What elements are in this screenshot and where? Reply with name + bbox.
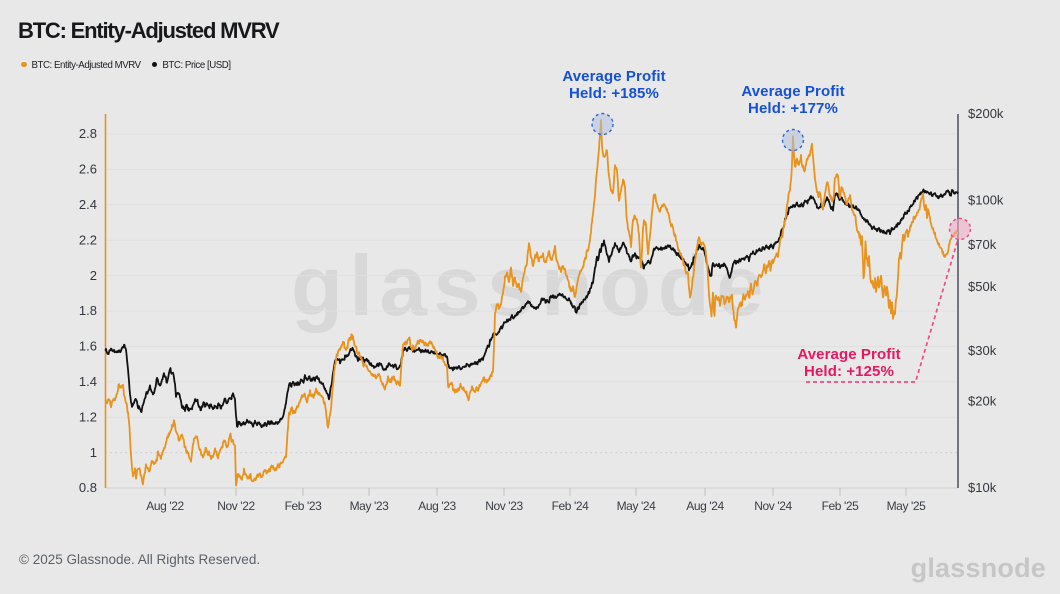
svg-text:1.4: 1.4 <box>79 374 97 389</box>
svg-text:2.8: 2.8 <box>79 126 97 141</box>
svg-text:Feb '24: Feb '24 <box>552 499 590 513</box>
svg-text:May '25: May '25 <box>887 499 927 513</box>
svg-text:$200k: $200k <box>968 106 1004 121</box>
svg-text:2.6: 2.6 <box>79 162 97 177</box>
svg-text:Aug '23: Aug '23 <box>418 499 456 513</box>
svg-text:2.2: 2.2 <box>79 232 97 247</box>
svg-text:1: 1 <box>90 445 97 460</box>
svg-text:Nov '23: Nov '23 <box>485 499 523 513</box>
svg-text:$10k: $10k <box>968 480 997 495</box>
svg-text:1.8: 1.8 <box>79 303 97 318</box>
svg-text:Nov '24: Nov '24 <box>754 499 792 513</box>
svg-text:Aug '22: Aug '22 <box>146 499 184 513</box>
svg-text:Feb '25: Feb '25 <box>822 499 860 513</box>
svg-text:2: 2 <box>90 268 97 283</box>
svg-text:$70k: $70k <box>968 237 997 252</box>
svg-text:May '24: May '24 <box>617 499 657 513</box>
svg-text:1.6: 1.6 <box>79 339 97 354</box>
svg-text:Feb '23: Feb '23 <box>285 499 323 513</box>
svg-text:$20k: $20k <box>968 394 997 409</box>
svg-text:Nov '22: Nov '22 <box>217 499 255 513</box>
svg-text:Aug '24: Aug '24 <box>686 499 724 513</box>
svg-text:$30k: $30k <box>968 343 997 358</box>
svg-text:0.8: 0.8 <box>79 480 97 495</box>
svg-text:2.4: 2.4 <box>79 197 97 212</box>
svg-text:1.2: 1.2 <box>79 409 97 424</box>
svg-text:$50k: $50k <box>968 279 997 294</box>
svg-text:$100k: $100k <box>968 193 1004 208</box>
svg-text:May '23: May '23 <box>350 499 390 513</box>
